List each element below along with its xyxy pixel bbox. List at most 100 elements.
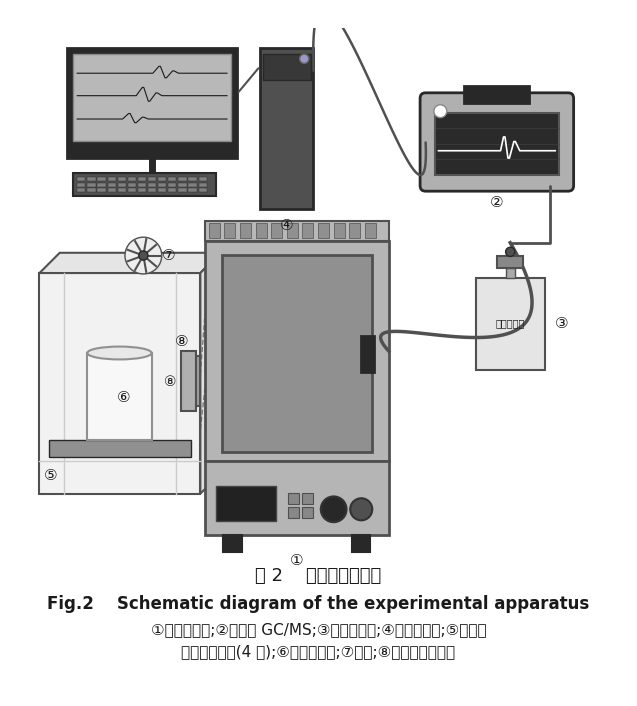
Bar [168, 177, 176, 181]
Bar [181, 351, 196, 411]
Bar [205, 241, 389, 462]
Bar [128, 189, 136, 192]
Bar [168, 183, 176, 186]
Text: ①环境试验箱;②便携式 GC/MS;③气体采样袋;④电脑工作站;⑤环境试: ①环境试验箱;②便携式 GC/MS;③气体采样袋;④电脑工作站;⑤环境试 [151, 622, 486, 638]
Bar [73, 54, 231, 140]
Bar [178, 177, 187, 181]
Bar [260, 48, 313, 209]
Text: ④: ④ [280, 217, 294, 233]
Bar [255, 223, 266, 238]
Text: Fig.2    Schematic diagram of the experimental apparatus: Fig.2 Schematic diagram of the experimen… [47, 595, 590, 613]
Bar [435, 113, 559, 174]
Bar [67, 48, 237, 158]
Bar [138, 189, 146, 192]
Bar [189, 356, 201, 407]
Bar [240, 223, 251, 238]
Bar [205, 462, 389, 535]
Circle shape [434, 104, 447, 118]
Bar [178, 183, 187, 186]
Bar [287, 223, 298, 238]
Circle shape [299, 54, 309, 64]
Bar [288, 508, 299, 518]
Bar [303, 493, 313, 504]
Text: 验箱内部小室(4 个);⑥不锈钢烧杯;⑦风机;⑧玻璃转子流量计: 验箱内部小室(4 个);⑥不锈钢烧杯;⑦风机;⑧玻璃转子流量计 [182, 645, 455, 659]
Text: ⑧: ⑧ [175, 335, 189, 349]
Bar [128, 183, 136, 186]
Bar [303, 508, 313, 518]
Bar [361, 335, 374, 372]
Bar [506, 268, 515, 277]
Bar [87, 353, 152, 441]
Bar [77, 177, 85, 181]
Bar [39, 273, 201, 493]
Text: ③: ③ [555, 316, 568, 331]
Bar [199, 183, 207, 186]
Bar [189, 189, 197, 192]
Bar [128, 177, 136, 181]
Bar [148, 177, 156, 181]
Bar [178, 189, 187, 192]
Bar [263, 54, 311, 80]
Bar [158, 183, 166, 186]
Bar [118, 177, 126, 181]
Bar [224, 535, 241, 551]
Bar [189, 183, 197, 186]
Bar [205, 220, 389, 241]
Bar [97, 177, 106, 181]
Bar [349, 223, 361, 238]
Bar [158, 177, 166, 181]
Circle shape [506, 247, 515, 256]
Bar [199, 177, 207, 181]
Text: ⑧: ⑧ [164, 374, 176, 388]
Bar [87, 183, 96, 186]
Bar [216, 486, 276, 521]
Bar [87, 177, 96, 181]
FancyBboxPatch shape [420, 92, 574, 191]
Bar [334, 223, 345, 238]
Bar [138, 177, 146, 181]
Ellipse shape [87, 434, 152, 447]
Bar [352, 535, 371, 551]
Text: ①: ① [290, 554, 304, 568]
Bar [476, 277, 545, 369]
Bar [73, 173, 216, 196]
Bar [303, 223, 313, 238]
Bar [108, 183, 116, 186]
Bar [365, 223, 376, 238]
Bar [318, 223, 329, 238]
Text: ⑤: ⑤ [44, 468, 57, 483]
Bar [168, 189, 176, 192]
Bar [148, 189, 156, 192]
Text: 气体采样袋: 气体采样袋 [496, 318, 525, 328]
Bar [199, 189, 207, 192]
Circle shape [350, 498, 372, 520]
Text: ②: ② [490, 195, 503, 210]
Bar [209, 223, 220, 238]
Bar [97, 183, 106, 186]
Bar [97, 189, 106, 192]
Bar [77, 189, 85, 192]
Bar [288, 493, 299, 504]
Ellipse shape [87, 347, 152, 359]
Bar [189, 177, 197, 181]
Polygon shape [106, 174, 197, 188]
Bar [108, 189, 116, 192]
Bar [108, 177, 116, 181]
Bar [271, 223, 282, 238]
Text: ⑦: ⑦ [162, 248, 176, 263]
Bar [222, 255, 372, 453]
Bar [138, 183, 146, 186]
Bar [118, 189, 126, 192]
Polygon shape [201, 253, 220, 493]
Bar [77, 183, 85, 186]
Circle shape [125, 237, 162, 274]
Bar [87, 189, 96, 192]
Circle shape [139, 251, 148, 260]
Bar [48, 441, 191, 457]
Bar [118, 183, 126, 186]
Text: ⑥: ⑥ [117, 390, 131, 405]
Circle shape [321, 496, 347, 522]
Bar [148, 183, 156, 186]
Bar [464, 86, 529, 103]
Bar [497, 256, 523, 268]
